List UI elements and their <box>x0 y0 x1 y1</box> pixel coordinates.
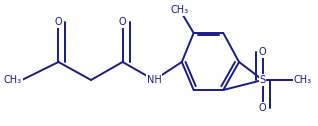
Text: CH₃: CH₃ <box>171 5 189 15</box>
Text: O: O <box>55 17 62 27</box>
Text: CH₃: CH₃ <box>4 75 22 85</box>
Text: O: O <box>259 47 266 57</box>
Text: S: S <box>260 75 266 85</box>
Text: O: O <box>119 17 127 27</box>
Text: NH: NH <box>147 75 162 85</box>
Text: CH₃: CH₃ <box>293 75 311 85</box>
Text: O: O <box>259 103 266 113</box>
